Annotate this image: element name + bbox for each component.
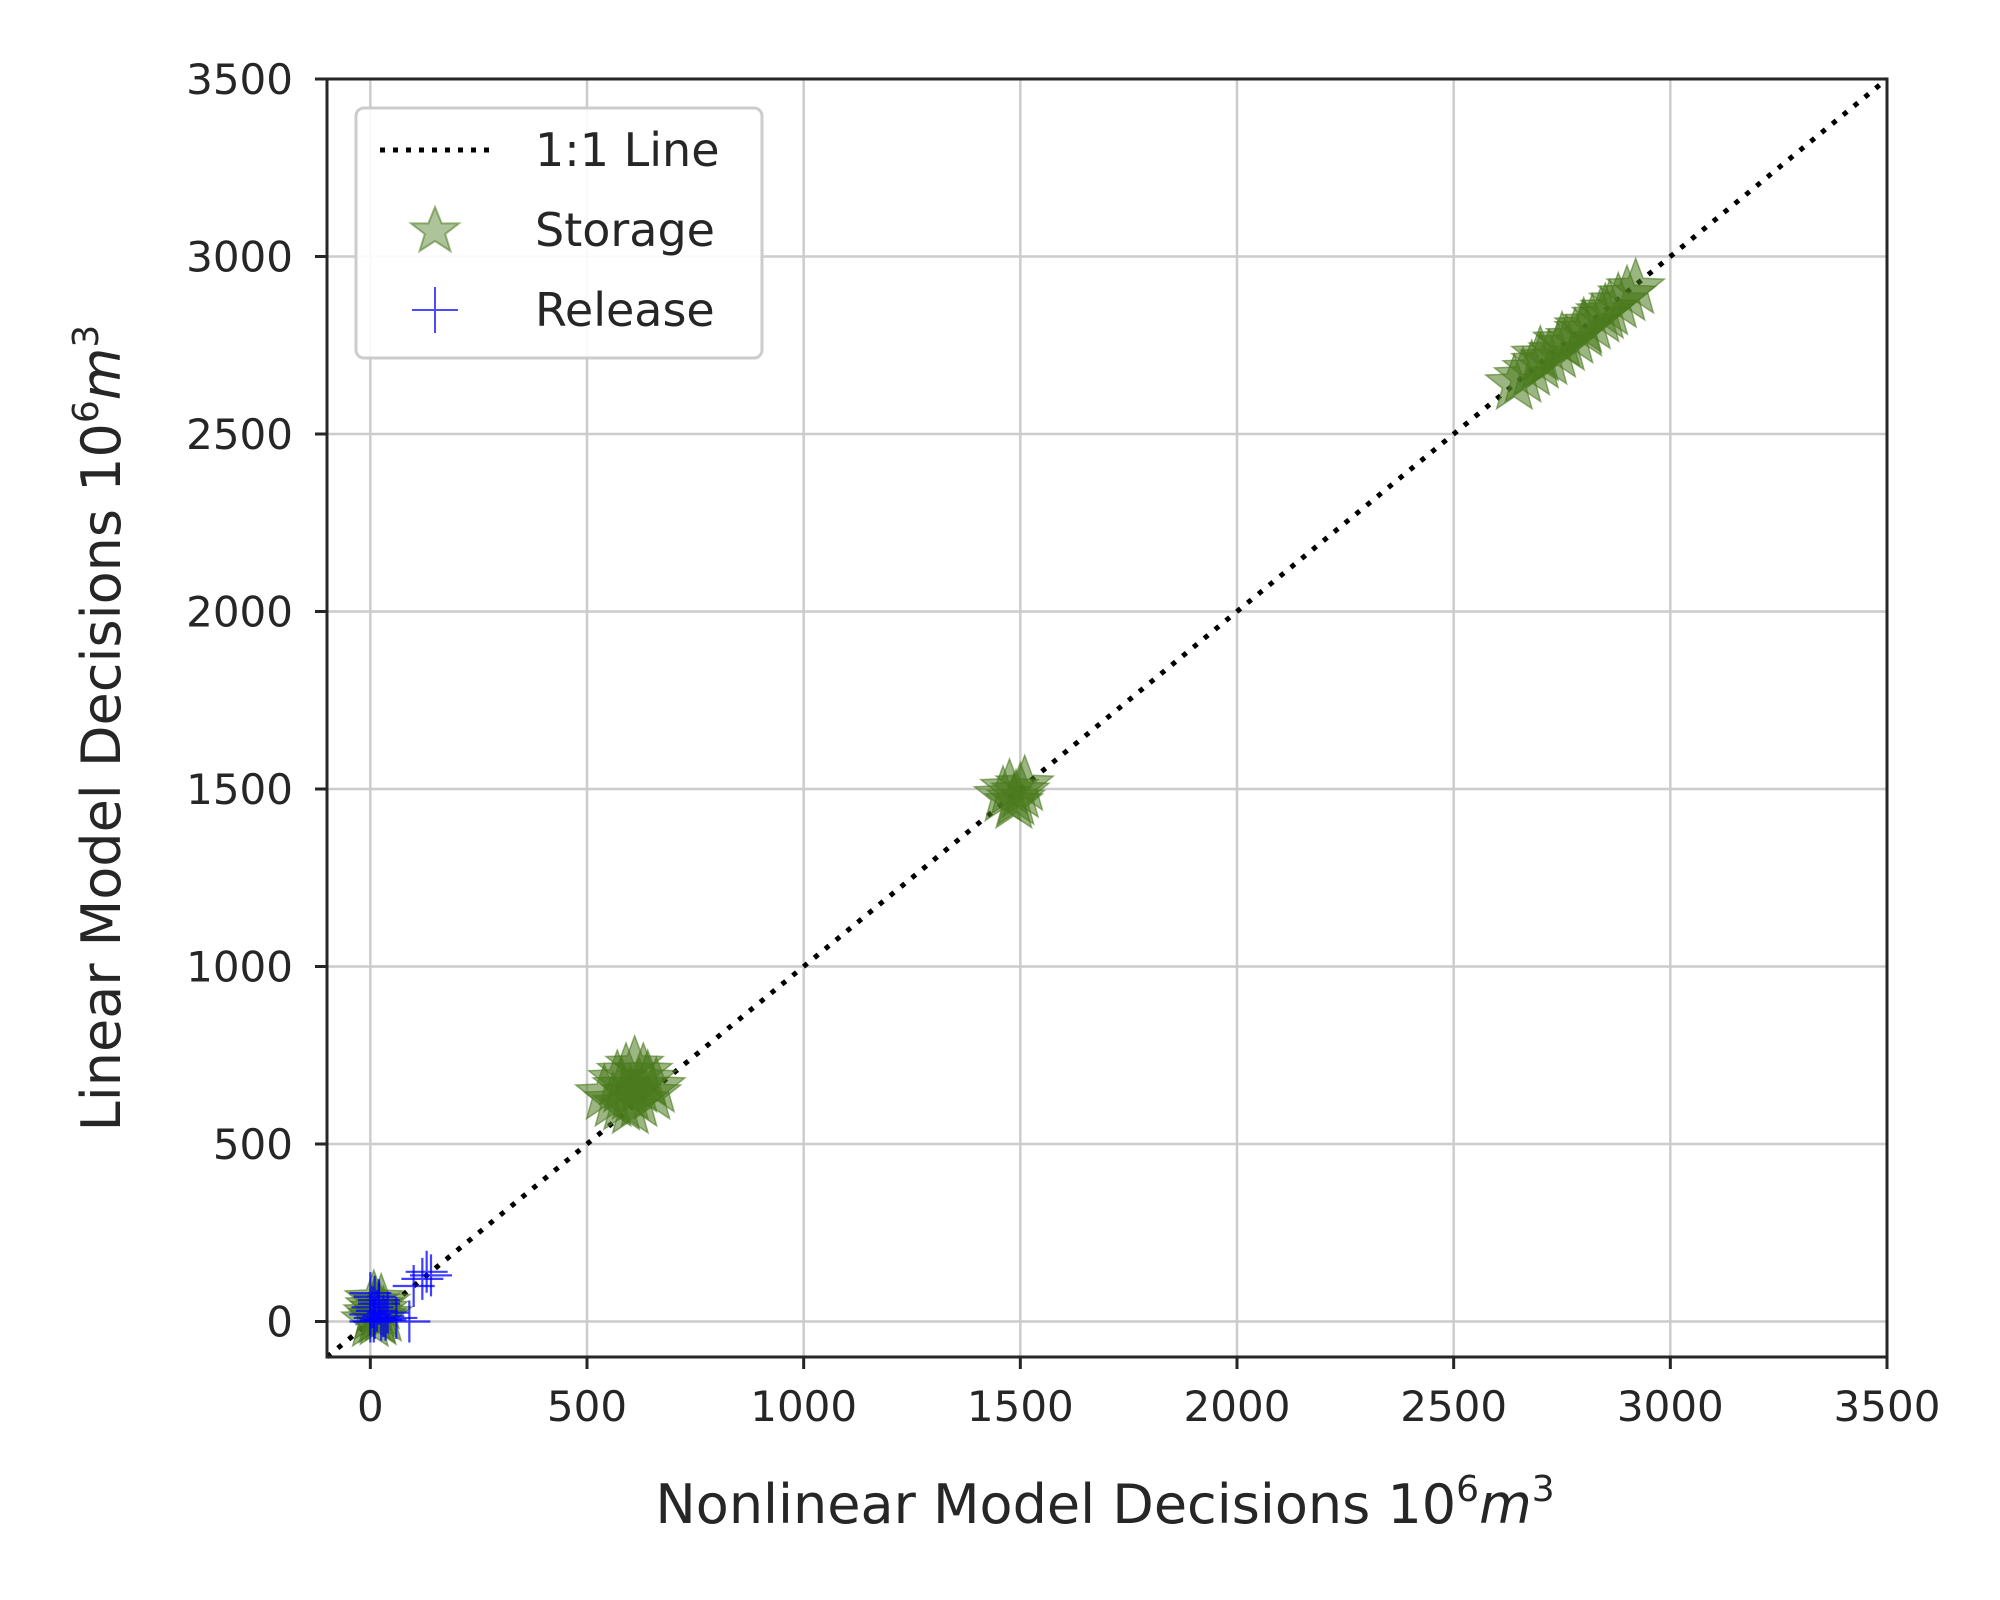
storage-point bbox=[983, 771, 1045, 830]
release-point bbox=[401, 1257, 444, 1300]
y-tick-label: 2500 bbox=[186, 410, 293, 459]
y-tick-label: 0 bbox=[266, 1298, 293, 1347]
storage-point bbox=[591, 1072, 653, 1131]
y-tick-label: 500 bbox=[213, 1120, 293, 1169]
legend-plus-swatch bbox=[412, 287, 458, 333]
x-axis-label-exp1: 6 bbox=[1456, 1469, 1479, 1510]
storage-point bbox=[1605, 256, 1667, 315]
y-tick-label: 3500 bbox=[186, 55, 293, 104]
x-axis-label-unit: m bbox=[1479, 1473, 1532, 1536]
y-tick-label: 2000 bbox=[186, 588, 293, 637]
legend-star-swatch bbox=[408, 204, 462, 254]
y-tick-label: 1000 bbox=[186, 943, 293, 992]
x-tick-label: 0 bbox=[357, 1382, 384, 1431]
y-axis-label-text: Linear Model Decisions bbox=[70, 492, 133, 1131]
y-axis-label: Linear Model Decisions 106m3 bbox=[66, 325, 133, 1132]
axes-border bbox=[325, 77, 1889, 1359]
x-tick-label: 500 bbox=[547, 1382, 627, 1431]
y-axis-label-exp2: 3 bbox=[66, 325, 107, 348]
release-point bbox=[388, 1300, 431, 1343]
release-point bbox=[410, 1254, 452, 1297]
x-tick-label: 1000 bbox=[750, 1382, 857, 1431]
x-axis-label-base: 10 bbox=[1387, 1473, 1456, 1536]
tick-labels: 0 500 1000 1500 2000 2500 3000 3500 0 500 1000 1500… bbox=[186, 55, 1940, 1431]
x-axis-label: Nonlinear Model Decisions 106m3 bbox=[655, 1469, 1554, 1536]
y-axis-label-unit: m bbox=[70, 348, 133, 401]
legend-label-release: Release bbox=[535, 283, 715, 337]
x-tick-label: 3500 bbox=[1834, 1382, 1941, 1431]
legend-box bbox=[354, 106, 764, 360]
release-point bbox=[349, 1272, 392, 1315]
release-point bbox=[364, 1298, 407, 1341]
storage-point bbox=[1574, 281, 1636, 340]
y-tick-label: 3000 bbox=[186, 233, 293, 282]
legend-label-1to1: 1:1 Line bbox=[535, 123, 720, 177]
release-point bbox=[358, 1282, 400, 1325]
x-axis-label-exp2: 3 bbox=[1532, 1469, 1555, 1510]
release-point bbox=[353, 1275, 396, 1318]
axes-frame bbox=[315, 77, 1889, 1369]
y-tick-label: 1500 bbox=[186, 765, 293, 814]
legend-label-storage: Storage bbox=[535, 203, 715, 257]
data-marks bbox=[325, 77, 1889, 1359]
x-tick-label: 3000 bbox=[1617, 1382, 1724, 1431]
x-tick-label: 2000 bbox=[1184, 1382, 1291, 1431]
x-axis-label-text: Nonlinear Model Decisions bbox=[655, 1473, 1387, 1536]
x-tick-label: 2500 bbox=[1400, 1382, 1507, 1431]
y-axis-label-base: 10 bbox=[70, 423, 133, 492]
legend: 1:1 Line Storage Release bbox=[354, 106, 764, 360]
release-point bbox=[405, 1250, 448, 1293]
x-tick-label: 1500 bbox=[967, 1382, 1074, 1431]
y-axis-label-exp1: 6 bbox=[66, 400, 107, 423]
